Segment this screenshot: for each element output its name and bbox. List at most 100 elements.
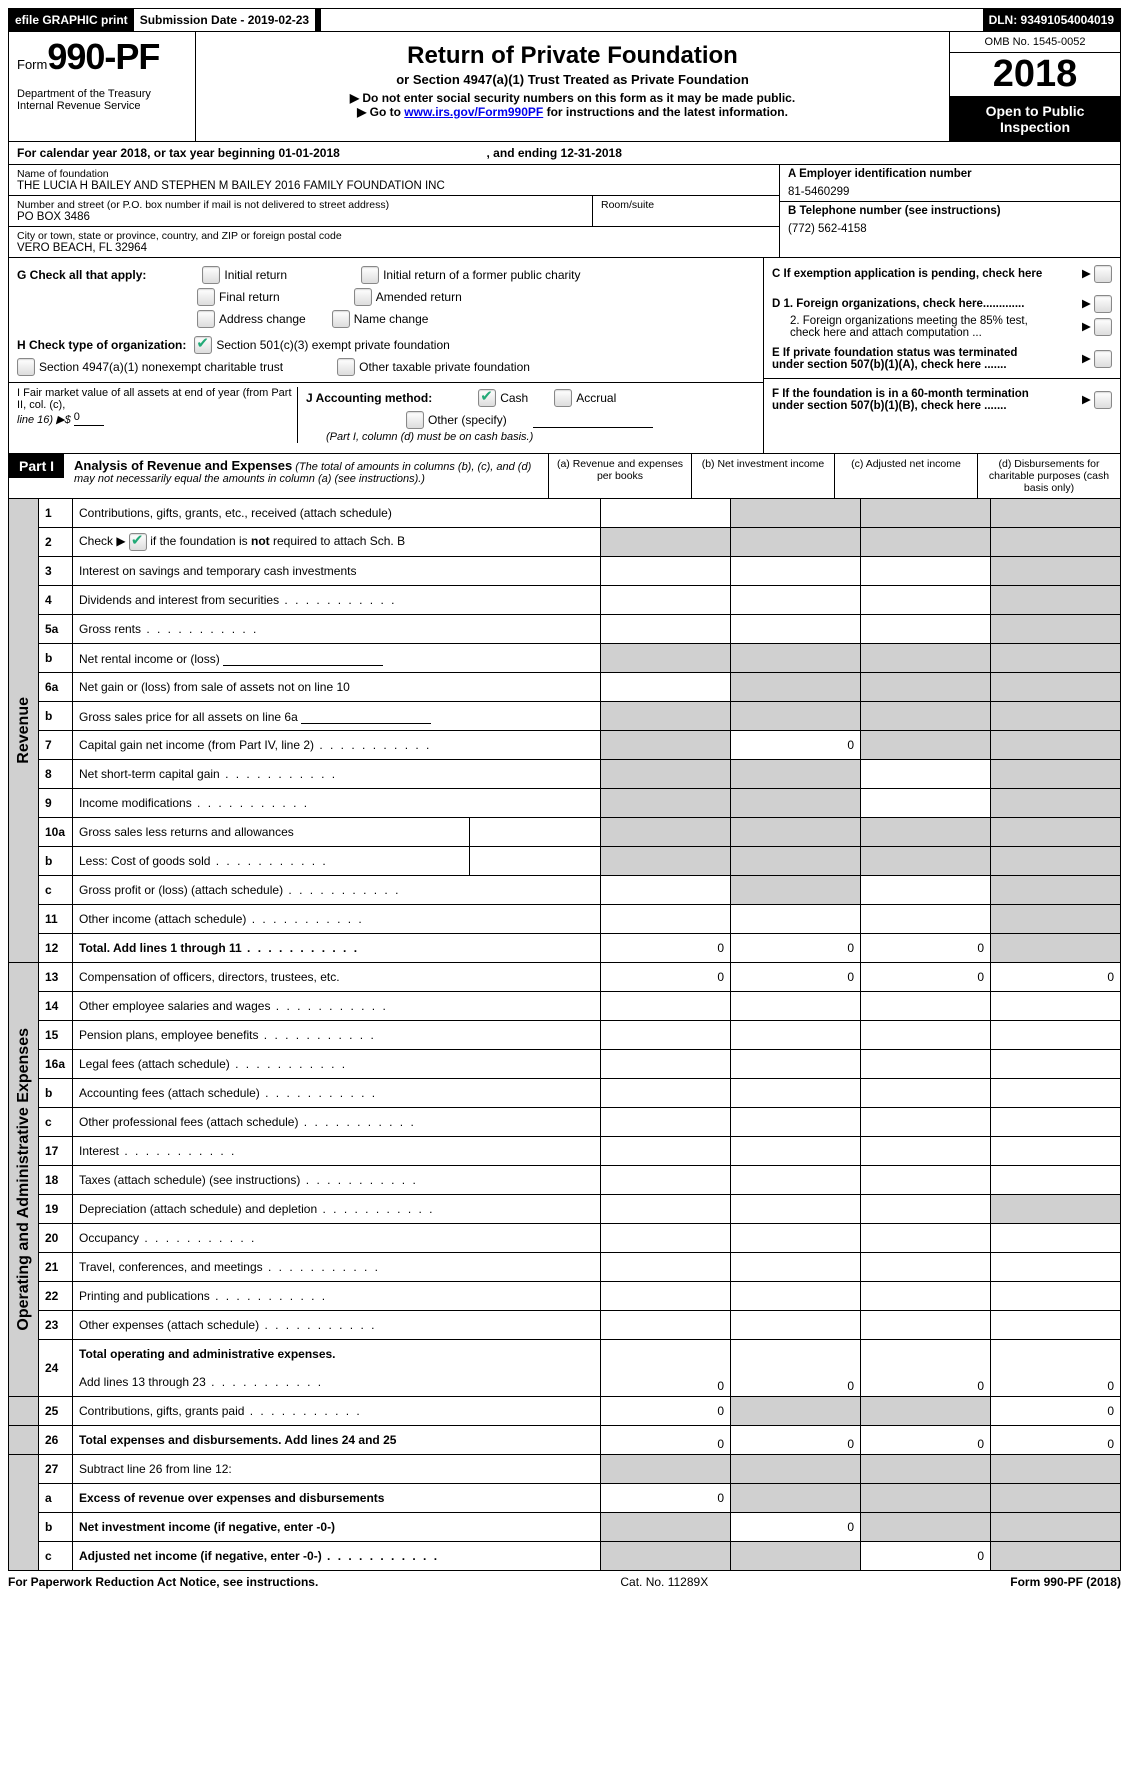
h-501c3[interactable]: Section 501(c)(3) exempt private foundat… [194, 336, 449, 354]
sub3-post: for instructions and the latest informat… [543, 105, 788, 119]
e-arrow: ▶ [1082, 350, 1112, 368]
h-other[interactable]: Other taxable private foundation [337, 358, 530, 376]
part1-desc: Analysis of Revenue and Expenses (The to… [64, 454, 548, 489]
j-row: J Accounting method: Cash Accrual [306, 387, 755, 409]
footer-mid: Cat. No. 11289X [620, 1575, 708, 1589]
checks-right: C If exemption application is pending, c… [763, 258, 1120, 453]
j-accrual[interactable]: Accrual [554, 389, 616, 407]
row-2: 2 Check ▶ if the foundation is not requi… [9, 528, 1121, 557]
row-3: 3Interest on savings and temporary cash … [9, 557, 1121, 586]
c-checkbox[interactable] [1094, 265, 1112, 283]
row-26: 26Total expenses and disbursements. Add … [9, 1426, 1121, 1455]
j-other[interactable]: Other (specify) [406, 411, 507, 429]
col-headers: (a) Revenue and expenses per books (b) N… [548, 454, 1120, 498]
g-row: G Check all that apply: Initial return I… [17, 264, 755, 286]
g-row3: Address change Name change [17, 308, 755, 330]
name-cell: Name of foundation THE LUCIA H BAILEY AN… [9, 165, 779, 196]
dept1: Department of the Treasury [17, 88, 187, 100]
d2-arrow: ▶ [1082, 318, 1112, 336]
street-label: Number and street (or P.O. box number if… [17, 199, 584, 211]
dept2: Internal Revenue Service [17, 100, 187, 112]
row-2-desc: Check ▶ if the foundation is not require… [73, 528, 601, 557]
row-27a: aExcess of revenue over expenses and dis… [9, 1484, 1121, 1513]
g-row2: Final return Amended return [17, 286, 755, 308]
expenses-side: Operating and Administrative Expenses [9, 963, 39, 1397]
g-label: G Check all that apply: [17, 268, 146, 282]
room-cell: Room/suite [592, 196, 779, 226]
i-label1: I Fair market value of all assets at end… [17, 387, 297, 411]
e-label: E If private foundation status was termi… [772, 347, 1052, 371]
row-21: 21Travel, conferences, and meetings [9, 1253, 1121, 1282]
ein-label: A Employer identification number [788, 168, 1112, 180]
row-1: Revenue 1Contributions, gifts, grants, e… [9, 499, 1121, 528]
d1-row: D 1. Foreign organizations, check here..… [772, 294, 1112, 314]
g-initial-former[interactable]: Initial return of a former public charit… [361, 266, 580, 284]
j-block: J Accounting method: Cash Accrual Other … [297, 387, 755, 443]
header-center: Return of Private Foundation or Section … [196, 32, 949, 141]
cal-begin: For calendar year 2018, or tax year begi… [17, 146, 340, 160]
footer-left: For Paperwork Reduction Act Notice, see … [8, 1575, 318, 1589]
header-right: OMB No. 1545-0052 2018 Open to Public In… [949, 32, 1120, 141]
row-27b: bNet investment income (if negative, ent… [9, 1513, 1121, 1542]
g-amended[interactable]: Amended return [354, 288, 462, 306]
f-checkbox[interactable] [1094, 391, 1112, 409]
row-16a: 16aLegal fees (attach schedule) [9, 1050, 1121, 1079]
row-19: 19Depreciation (attach schedule) and dep… [9, 1195, 1121, 1224]
org-info: Name of foundation THE LUCIA H BAILEY AN… [8, 165, 1121, 258]
part1-title: Analysis of Revenue and Expenses [74, 458, 292, 473]
subtitle2: ▶ Do not enter social security numbers o… [206, 91, 939, 105]
row-27: 27Subtract line 26 from line 12: [9, 1455, 1121, 1484]
g-initial[interactable]: Initial return [202, 266, 287, 284]
g-name[interactable]: Name change [332, 310, 429, 328]
dln: DLN: 93491054004019 [983, 9, 1120, 31]
row-13: Operating and Administrative Expenses 13… [9, 963, 1121, 992]
subtitle1: or Section 4947(a)(1) Trust Treated as P… [206, 72, 939, 87]
row-4: 4Dividends and interest from securities [9, 586, 1121, 615]
org-right: A Employer identification number 81-5460… [779, 165, 1120, 257]
d2-row: 2. Foreign organizations meeting the 85%… [772, 314, 1112, 340]
row-24: 24Total operating and administrative exp… [9, 1340, 1121, 1369]
topbar-gap [321, 9, 982, 31]
h-row2: Section 4947(a)(1) nonexempt charitable … [17, 356, 755, 378]
row-7: 7Capital gain net income (from Part IV, … [9, 731, 1121, 760]
schb-checkbox[interactable] [129, 533, 147, 551]
row-5a: 5aGross rents [9, 615, 1121, 644]
name-label: Name of foundation [17, 168, 771, 180]
form-number: 990-PF [47, 36, 159, 77]
page-footer: For Paperwork Reduction Act Notice, see … [8, 1571, 1121, 1593]
cal-end: , and ending 12-31-2018 [487, 146, 622, 160]
i-block: I Fair market value of all assets at end… [17, 387, 297, 443]
d1-checkbox[interactable] [1094, 295, 1112, 313]
d1-label: D 1. Foreign organizations, check here..… [772, 298, 1024, 310]
d2-checkbox[interactable] [1094, 318, 1112, 336]
row-18: 18Taxes (attach schedule) (see instructi… [9, 1166, 1121, 1195]
g-final[interactable]: Final return [197, 288, 280, 306]
irs-link[interactable]: www.irs.gov/Form990PF [404, 105, 543, 119]
tax-year: 2018 [950, 53, 1120, 97]
row-10c: cGross profit or (loss) (attach schedule… [9, 876, 1121, 905]
city-cell: City or town, state or province, country… [9, 227, 779, 257]
row-15: 15Pension plans, employee benefits [9, 1021, 1121, 1050]
city-value: VERO BEACH, FL 32964 [17, 242, 771, 254]
footer-right: Form 990-PF (2018) [1010, 1575, 1121, 1589]
j-cash[interactable]: Cash [478, 389, 528, 407]
e-row: E If private foundation status was termi… [772, 346, 1112, 372]
j-note: (Part I, column (d) must be on cash basi… [306, 431, 755, 443]
row-9: 9Income modifications [9, 789, 1121, 818]
part1-table: Revenue 1Contributions, gifts, grants, e… [8, 499, 1121, 1571]
f-row: F If the foundation is in a 60-month ter… [772, 387, 1112, 413]
phone-value: (772) 562-4158 [788, 223, 1112, 235]
row-6a: 6aNet gain or (loss) from sale of assets… [9, 673, 1121, 702]
open-inspection: Open to Public Inspection [950, 97, 1120, 141]
omb-number: OMB No. 1545-0052 [950, 32, 1120, 53]
col-c-header: (c) Adjusted net income [834, 454, 977, 498]
e-checkbox[interactable] [1094, 350, 1112, 368]
ein-value: 81-5460299 [788, 186, 1112, 198]
form-prefix: Form [17, 57, 47, 72]
h-4947[interactable]: Section 4947(a)(1) nonexempt charitable … [17, 358, 283, 376]
j-other-row: Other (specify) [306, 409, 755, 431]
room-label: Room/suite [601, 199, 771, 211]
ein-cell: A Employer identification number 81-5460… [780, 165, 1120, 202]
g-address[interactable]: Address change [197, 310, 306, 328]
part1-header: Part I Analysis of Revenue and Expenses … [8, 454, 1121, 499]
